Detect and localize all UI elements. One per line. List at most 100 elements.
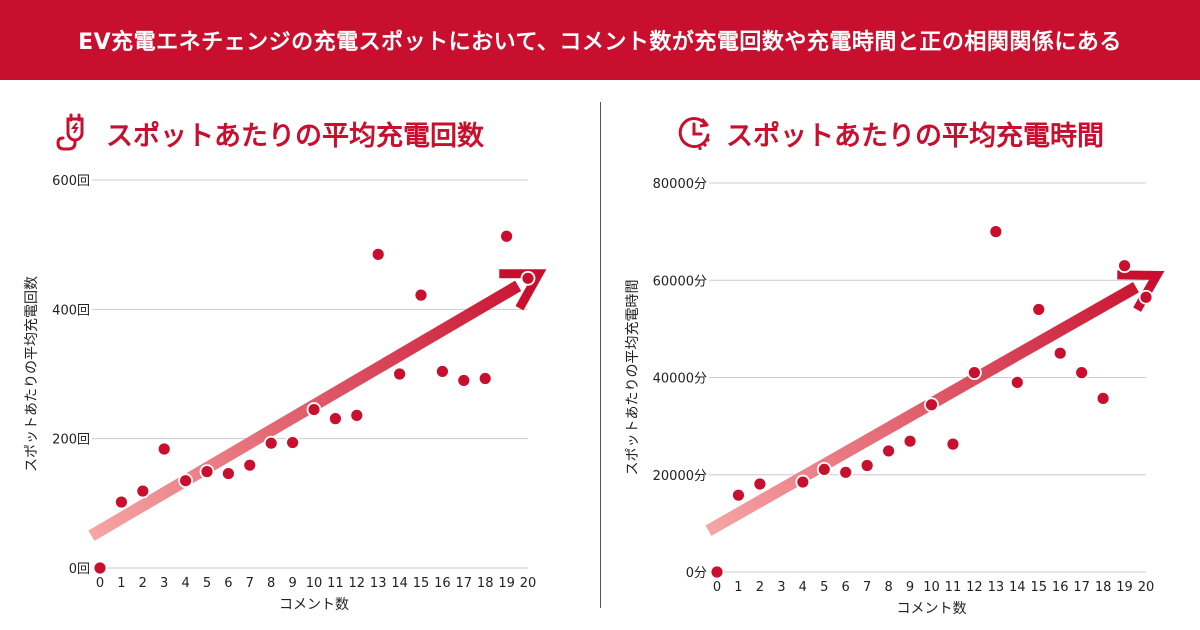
x-tick-label: 20 [1138, 580, 1155, 595]
x-tick-label: 9 [906, 580, 914, 595]
data-point [1009, 374, 1025, 390]
x-tick-label: 7 [863, 580, 871, 595]
x-tick-label: 6 [224, 576, 232, 591]
x-tick-label: 13 [370, 576, 387, 591]
time-panel: スポットあたりの平均充電時間 0分 20000分 40000分 60000分 80000… [600, 80, 1200, 630]
data-point [988, 224, 1004, 240]
x-tick-label: 8 [884, 580, 892, 595]
page-title: EV充電エネチェンジの充電スポットにおいて、コメント数が充電回数や充電時間と正の… [78, 30, 1122, 55]
data-point [349, 407, 365, 423]
x-tick-label: 18 [477, 576, 494, 591]
data-point [456, 373, 472, 388]
data-point [434, 364, 450, 379]
data-point [306, 402, 322, 417]
y-tick-label: 80000分 [653, 177, 707, 192]
x-tick-label: 11 [327, 576, 344, 591]
x-tick-label: 12 [349, 576, 366, 591]
data-point [263, 435, 279, 451]
header-banner: EV充電エネチェンジの充電スポットにおいて、コメント数が充電回数や充電時間と正の… [0, 0, 1200, 80]
x-tick-label: 0 [96, 576, 104, 591]
y-tick-label: 0回 [69, 562, 90, 577]
x-tick-label: 3 [160, 576, 168, 591]
x-tick-label: 5 [820, 580, 828, 595]
data-point [1095, 391, 1111, 406]
y-tick-label: 40000分 [653, 372, 707, 387]
data-point [477, 371, 493, 386]
x-tick-label: 11 [945, 580, 962, 595]
x-tick-label: 8 [267, 576, 275, 591]
panel-divider [600, 102, 601, 608]
time-chart-title: スポットあたりの平均充電時間 [674, 116, 1104, 152]
x-tick-label: 7 [246, 576, 254, 591]
trend-arrow-shaft [88, 280, 522, 541]
x-tick-label: 6 [842, 580, 850, 595]
x-axis-label: コメント数 [897, 601, 967, 617]
data-point [838, 464, 854, 480]
y-tick-label: 600回 [52, 174, 90, 189]
data-point [816, 462, 832, 477]
x-tick-label: 15 [413, 576, 430, 591]
x-axis-label: コメント数 [279, 597, 349, 613]
trend-arrow-shaft [705, 281, 1140, 536]
y-axis-label: スポットあたりの平均充電時間 [625, 280, 641, 476]
data-point [242, 457, 258, 473]
x-tick-label: 1 [734, 580, 742, 595]
data-point [881, 443, 897, 459]
data-point [1117, 258, 1132, 274]
x-tick-label: 19 [498, 576, 515, 591]
y-tick-label: 0分 [686, 566, 707, 581]
data-point [285, 435, 301, 450]
x-tick-label: 10 [306, 576, 323, 591]
data-point [902, 433, 918, 449]
y-tick-label: 20000分 [653, 469, 707, 484]
ev-charger-plug-icon [56, 113, 84, 151]
data-point [135, 483, 151, 499]
data-point [1031, 302, 1047, 317]
x-tick-label: 10 [923, 580, 940, 595]
count-chart-title: スポットあたりの平均充電回数 [54, 113, 484, 152]
data-point [752, 476, 768, 492]
data-point [1138, 289, 1154, 305]
x-tick-label: 14 [1009, 580, 1026, 595]
y-tick-label: 60000分 [653, 274, 707, 289]
x-tick-label: 2 [139, 576, 147, 591]
x-tick-label: 9 [288, 576, 296, 591]
data-point [114, 494, 129, 510]
data-point [327, 411, 343, 427]
y-tick-label: 200回 [52, 433, 90, 448]
x-tick-label: 2 [756, 580, 764, 595]
data-point [413, 287, 429, 303]
trend-arrow-head [499, 269, 547, 311]
data-point [709, 564, 725, 580]
data-point [945, 436, 961, 452]
y-tick-label: 400回 [52, 303, 90, 318]
x-tick-label: 18 [1095, 580, 1112, 595]
x-tick-label: 20 [520, 576, 537, 591]
data-point [795, 474, 811, 490]
data-point [220, 466, 236, 481]
data-point [520, 270, 536, 286]
x-tick-label: 1 [117, 576, 125, 591]
x-tick-label: 16 [434, 576, 451, 591]
time-chart-title-text: スポットあたりの平均充電時間 [726, 120, 1104, 152]
x-tick-label: 15 [1030, 580, 1047, 595]
data-point [859, 458, 875, 473]
x-tick-label: 17 [1073, 580, 1090, 595]
data-point [370, 246, 386, 262]
count-chart-title-text: スポットあたりの平均充電回数 [106, 120, 484, 152]
x-tick-label: 13 [988, 580, 1005, 595]
data-point [731, 487, 746, 503]
data-point [392, 366, 408, 382]
data-point [156, 441, 172, 457]
data-point [1052, 345, 1068, 361]
data-point [178, 473, 194, 489]
x-tick-label: 5 [203, 576, 211, 591]
y-axis-label: スポットあたりの平均充電回数 [24, 276, 40, 472]
data-point [499, 228, 515, 244]
x-tick-label: 19 [1116, 580, 1133, 595]
x-tick-label: 16 [1052, 580, 1069, 595]
x-tick-label: 17 [456, 576, 473, 591]
x-tick-label: 4 [181, 576, 189, 591]
